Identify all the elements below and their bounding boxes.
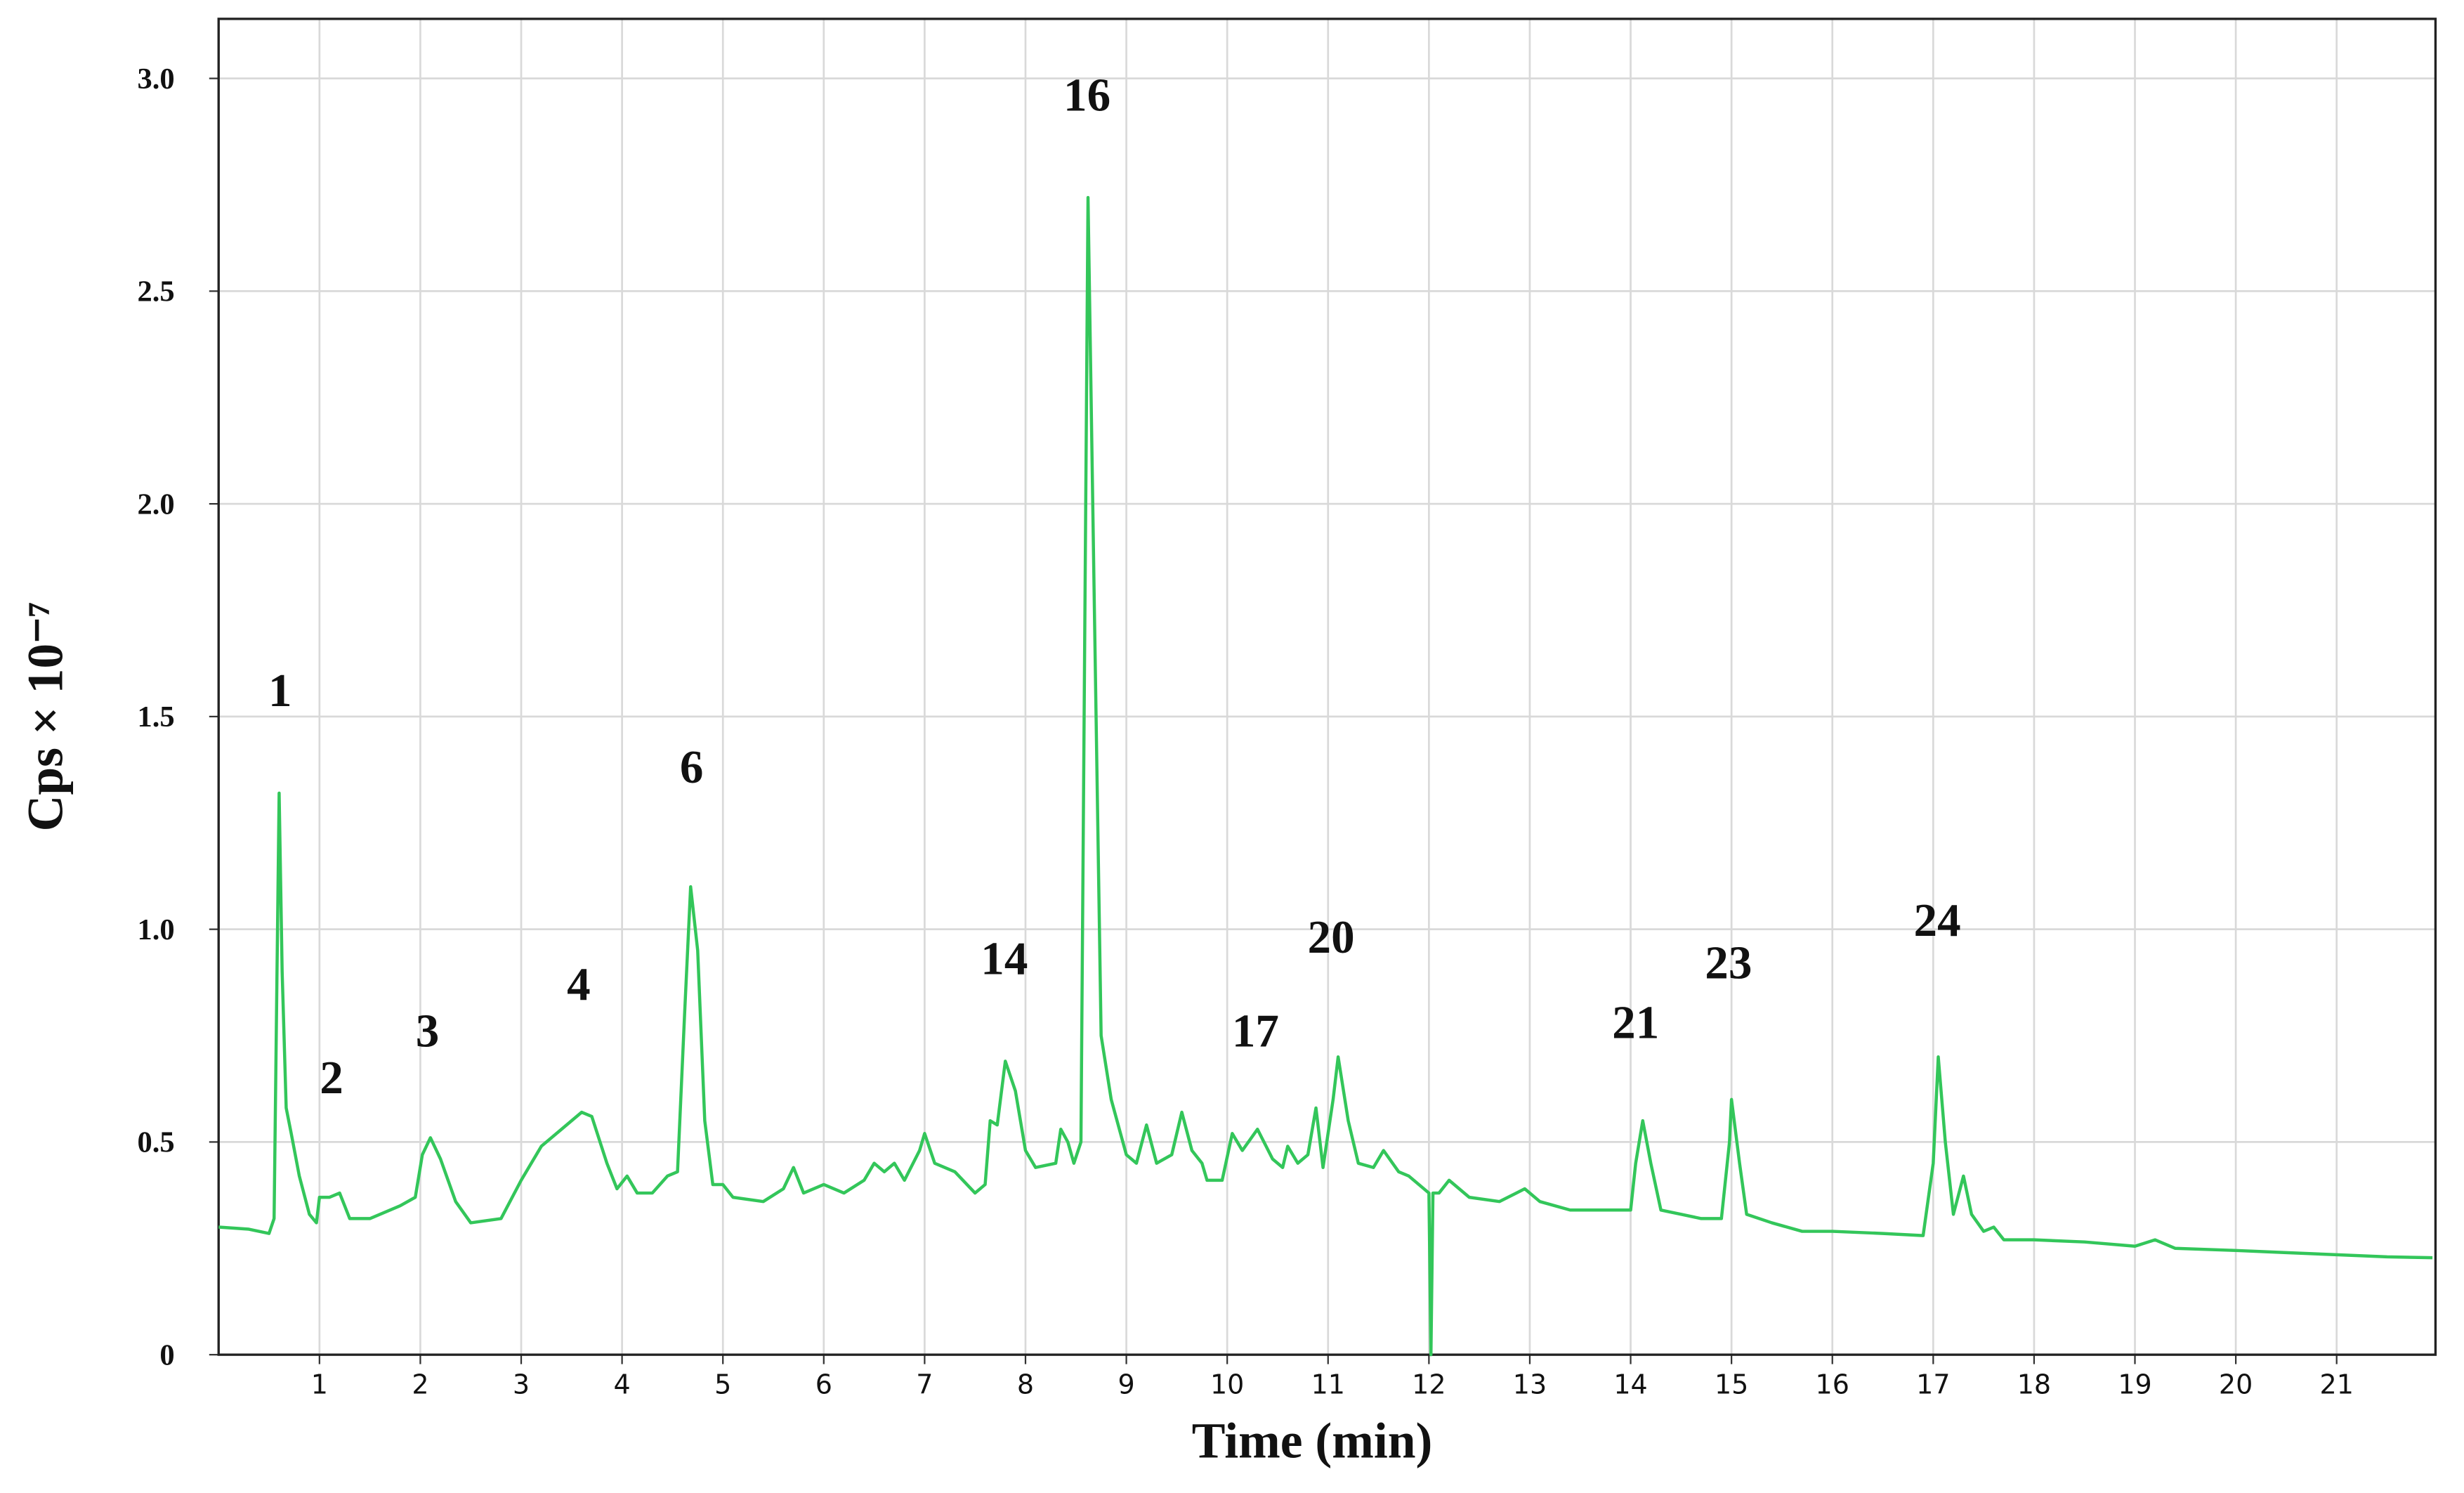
y-tick-label: 1.5 xyxy=(137,700,174,734)
peak-label: 4 xyxy=(567,958,591,1010)
y-tick-label: 0.5 xyxy=(137,1126,174,1159)
peak-label: 16 xyxy=(1063,68,1110,121)
y-tick-label: 0 xyxy=(159,1338,174,1371)
x-tick-label: 21 xyxy=(2320,1369,2354,1400)
x-tick-label: 3 xyxy=(513,1369,530,1400)
x-tick-label: 4 xyxy=(614,1369,631,1400)
x-tick-label: 2 xyxy=(412,1369,428,1400)
x-tick-label: 5 xyxy=(714,1369,731,1400)
x-axis-title: Time (min) xyxy=(1192,1413,1433,1468)
x-tick-label: 14 xyxy=(1613,1369,1647,1400)
x-tick-label: 17 xyxy=(1916,1369,1950,1400)
x-tick-label: 8 xyxy=(1017,1369,1034,1400)
x-tick-label: 7 xyxy=(916,1369,933,1400)
peak-label: 2 xyxy=(320,1051,343,1104)
plot-frame xyxy=(217,18,2437,1356)
x-tick-label: 13 xyxy=(1513,1369,1547,1400)
x-tick-label: 11 xyxy=(1311,1369,1345,1400)
peak-label: 21 xyxy=(1612,996,1659,1048)
y-tick-label: 2.5 xyxy=(137,275,174,308)
x-tick-label: 16 xyxy=(1816,1369,1849,1400)
x-tick-label: 20 xyxy=(2219,1369,2253,1400)
peak-label: 20 xyxy=(1308,911,1355,963)
x-tick-label: 1 xyxy=(311,1369,328,1400)
peak-label: 17 xyxy=(1232,1004,1279,1057)
x-tick-label: 15 xyxy=(1715,1369,1748,1400)
x-tick-label: 19 xyxy=(2118,1369,2151,1400)
peak-label: 1 xyxy=(268,664,292,717)
y-axis-title: Cps × 10⁻⁷ xyxy=(18,602,73,832)
x-tick-label: 6 xyxy=(815,1369,832,1400)
peak-label: 24 xyxy=(1914,894,1961,946)
data-line xyxy=(218,195,2433,1357)
y-tick-label: 1.0 xyxy=(137,913,174,946)
peak-label: 14 xyxy=(981,932,1028,984)
x-tick-label: 12 xyxy=(1412,1369,1446,1400)
peak-label: 6 xyxy=(680,741,704,793)
x-tick-label: 9 xyxy=(1118,1369,1134,1400)
peak-label: 23 xyxy=(1705,937,1752,989)
y-tick-label: 2.0 xyxy=(137,488,174,521)
x-tick-label: 18 xyxy=(2017,1369,2051,1400)
x-tick-label: 10 xyxy=(1210,1369,1244,1400)
y-tick-label: 3.0 xyxy=(137,63,174,96)
peak-label: 3 xyxy=(416,1004,440,1057)
